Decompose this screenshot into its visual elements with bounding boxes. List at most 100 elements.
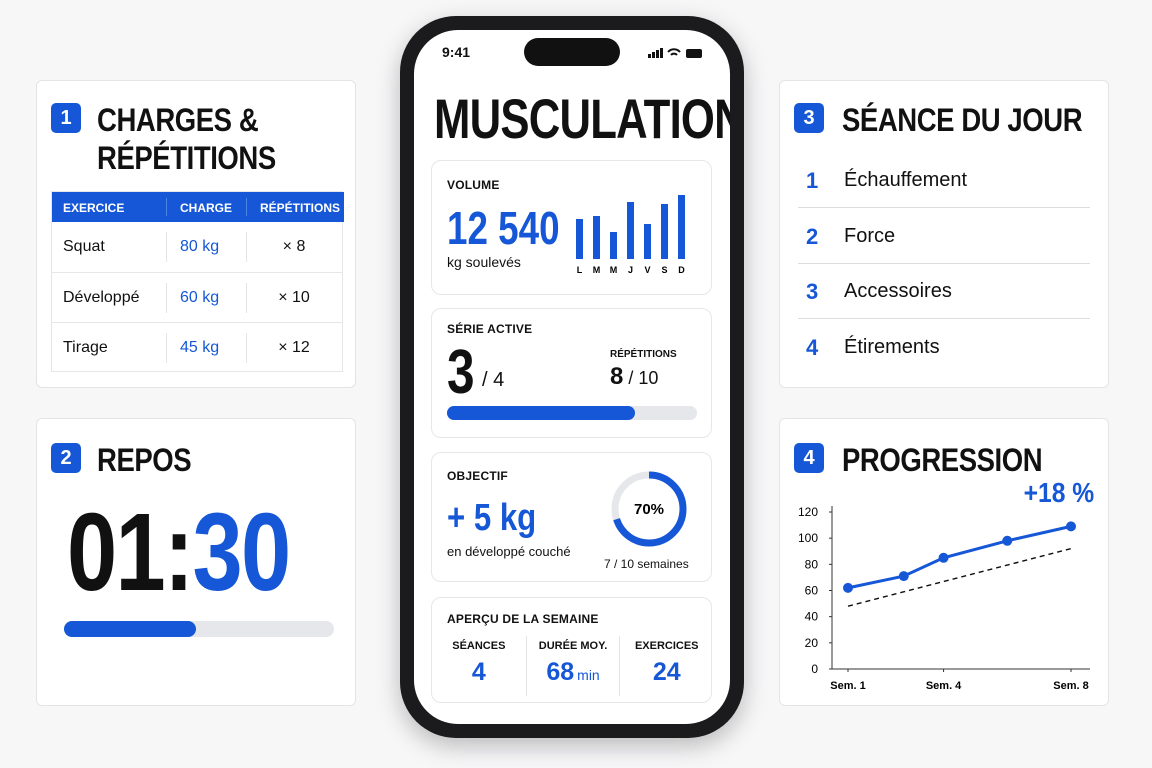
goal-card: OBJECTIF + 5 kg en développé couché 70% …	[431, 452, 712, 582]
badge: 4	[794, 443, 824, 473]
goal-subtitle: en développé couché	[447, 544, 571, 559]
timer: 01:30	[67, 489, 291, 616]
volume-value: 12 540	[447, 202, 560, 254]
day-label: D	[678, 265, 685, 275]
y-tick-label: 60	[805, 584, 819, 598]
volume-unit: kg soulevés	[447, 254, 521, 270]
unit: min	[577, 667, 600, 683]
session-card: 3 SÉANCE DU JOUR 1 Échauffement 2 Force 3 Acc…	[779, 80, 1109, 388]
rest-track	[64, 621, 334, 637]
phone-screen: 9:41 MUSCULATION VOLUME 12 540 kg soulev…	[414, 30, 730, 724]
session-item: 2 Force	[798, 209, 1090, 264]
rest-card: 2 REPOS 01:30	[36, 418, 356, 706]
item-number: 4	[806, 334, 819, 360]
value: 24	[652, 658, 681, 686]
item-number: 3	[806, 279, 819, 304]
reps: 8 / 10	[610, 363, 658, 391]
series-total: / 4	[482, 369, 504, 392]
cell: Développé	[63, 289, 140, 306]
table-header: EXERCICE CHARGE RÉPÉTITIONS	[52, 192, 344, 222]
stat: EXERCICES 24	[619, 636, 713, 696]
volume-bar	[593, 216, 600, 259]
item-label: Échauffement	[844, 169, 968, 191]
y-tick-label: 120	[798, 505, 818, 519]
divider	[246, 232, 247, 262]
series-track	[447, 406, 697, 420]
day-label: M	[610, 265, 618, 275]
th: CHARGE	[180, 201, 233, 215]
day-label: V	[644, 265, 650, 275]
divider	[246, 198, 247, 216]
label: SÉRIE ACTIVE	[447, 322, 533, 336]
app-title: MUSCULATION	[434, 87, 730, 150]
notch	[524, 38, 620, 66]
divider	[166, 283, 167, 313]
card-title: CHARGES & RÉPÉTITIONS	[97, 102, 276, 176]
badge: 1	[51, 103, 81, 133]
volume-bar	[678, 195, 685, 259]
week-card: APERÇU DE LA SEMAINE SÉANCES 4 DURÉE MOY. 6…	[431, 597, 712, 703]
total: 4	[493, 369, 505, 391]
day-label: M	[593, 265, 601, 275]
session-item: 1 Échauffement	[798, 153, 1090, 208]
point	[843, 582, 853, 593]
y-tick-label: 20	[805, 636, 819, 650]
cell: Tirage	[63, 339, 108, 356]
day-label: S	[661, 265, 667, 275]
divider	[166, 198, 167, 216]
item-label: Force	[844, 224, 896, 247]
separator: /	[628, 368, 634, 388]
x-tick-label: Sem. 1	[830, 680, 865, 692]
day-label: J	[628, 265, 633, 275]
badge: 3	[794, 103, 824, 133]
cell: × 12	[278, 339, 310, 356]
point	[1066, 521, 1076, 532]
y-tick-label: 0	[811, 662, 818, 676]
point	[938, 552, 949, 563]
x-tick-label: Sem. 4	[926, 680, 962, 692]
card-title: REPOS	[97, 442, 192, 478]
stat-label: DURÉE MOY.	[538, 640, 608, 652]
cell: Squat	[63, 238, 105, 255]
item-label: Étirements	[844, 335, 940, 358]
volume-bar	[576, 219, 583, 259]
series-current: 3	[447, 338, 475, 407]
x-tick-label: Sem. 8	[1053, 680, 1088, 692]
table: EXERCICE CHARGE RÉPÉTITIONS Squat 80 kg × …	[51, 191, 344, 372]
cell: 45 kg	[180, 339, 220, 356]
reps-value: 8	[610, 363, 624, 390]
reps-label: RÉPÉTITIONS	[610, 349, 677, 360]
day-label: L	[577, 265, 583, 275]
label: VOLUME	[447, 178, 500, 192]
series-card: SÉRIE ACTIVE 3 / 4 RÉPÉTITIONS 8 / 10	[431, 308, 712, 438]
stat-value: 24	[620, 658, 713, 687]
table-row: Développé 60 kg × 10	[52, 272, 342, 322]
progression-card: 4 PROGRESSION +18 % 0 20 40 60 80 100 120 Sem. …	[779, 418, 1109, 706]
cell: 60 kg	[180, 289, 220, 306]
status-time: 9:41	[442, 44, 471, 60]
series-fill	[447, 406, 635, 420]
trend-line	[847, 547, 1072, 607]
badge: 2	[51, 443, 81, 473]
stat-label: SÉANCES	[452, 640, 506, 652]
goal-value: + 5 kg	[447, 497, 537, 539]
loads-card: 1 CHARGES & RÉPÉTITIONS EXERCICE CHARGE …	[36, 80, 356, 388]
session-item: 4 Étirements	[798, 320, 1090, 375]
volume-bar	[644, 224, 651, 259]
label: APERÇU DE LA SEMAINE	[447, 612, 599, 626]
point	[1002, 535, 1013, 546]
stat-value: 68 min	[527, 658, 620, 687]
volume-bar	[610, 232, 617, 259]
y-tick-label: 80	[805, 557, 819, 571]
seconds: 30	[192, 491, 291, 614]
stat-value: 4	[432, 658, 526, 687]
card-title: PROGRESSION	[842, 442, 1043, 478]
item-number: 2	[806, 223, 819, 249]
cell: 80 kg	[180, 238, 220, 255]
stat-label: EXERCICES	[634, 640, 699, 652]
week-stats: SÉANCES 4 DURÉE MOY. 68 min EXERCICES 24	[432, 636, 713, 696]
divider	[246, 333, 247, 363]
status-icons	[648, 48, 702, 58]
